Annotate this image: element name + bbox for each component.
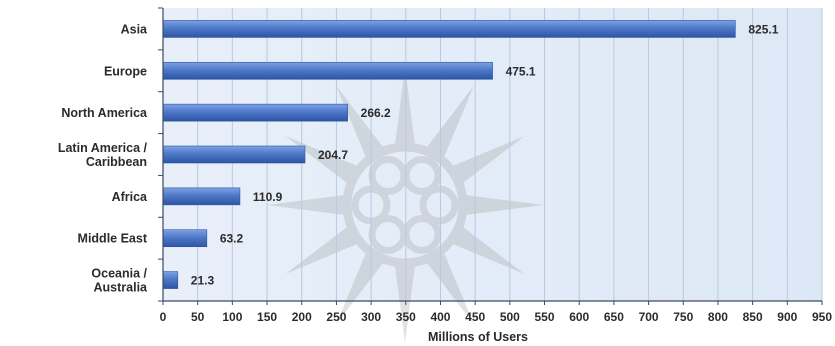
- category-label: North America: [61, 106, 148, 120]
- watermark-spike: [453, 227, 525, 274]
- x-axis-title: Millions of Users: [428, 330, 528, 344]
- x-tick-label: 250: [326, 310, 346, 324]
- bar-value-label: 825.1: [748, 22, 778, 36]
- bar-value-label: 204.7: [318, 148, 348, 162]
- bar-value-label: 110.9: [253, 190, 283, 204]
- x-tick-label: 700: [639, 310, 659, 324]
- watermark-spike: [395, 266, 415, 343]
- bar: [162, 229, 208, 248]
- x-tick-label: 350: [396, 310, 416, 324]
- x-tick-label: 750: [673, 310, 693, 324]
- x-tick-label: 800: [708, 310, 728, 324]
- watermark-emblem: [267, 67, 543, 343]
- bar: [162, 145, 306, 164]
- watermark-spike: [427, 253, 474, 325]
- watermark-spike: [395, 67, 415, 144]
- gridlines: [197, 8, 823, 301]
- watermark-loop: [419, 185, 459, 225]
- watermark-spike: [453, 136, 525, 183]
- x-tick-label: 150: [257, 310, 277, 324]
- watermark-ring: [342, 142, 468, 268]
- x-tick-label: 200: [292, 310, 312, 324]
- category-label: Oceania / Australia: [91, 267, 148, 295]
- bar-value-label: 21.3: [191, 274, 215, 288]
- x-tick-label: 950: [812, 310, 832, 324]
- bar-value-label: 475.1: [506, 64, 536, 78]
- x-tick-label: 100: [222, 310, 242, 324]
- bar: [162, 271, 179, 289]
- bars: [162, 20, 736, 289]
- x-tick-label: 400: [430, 310, 450, 324]
- bar: [162, 20, 736, 38]
- category-label: Middle East: [78, 232, 148, 246]
- bar-value-label: 266.2: [361, 106, 391, 120]
- labels: 825.1 475.1 266.2 204.7 110.9 63.2 21.3 Asia Eur…: [58, 22, 779, 294]
- x-tick-label: 300: [361, 310, 381, 324]
- category-label: Africa: [112, 190, 148, 204]
- watermark-spike: [285, 227, 357, 274]
- axes: 0 50 100 150 200 250 300 350 400 450 500 550 600 650 7…: [158, 7, 832, 324]
- bar: [162, 103, 348, 122]
- bar: [162, 61, 493, 80]
- x-tick-label: 900: [777, 310, 797, 324]
- watermark-spike: [267, 195, 344, 215]
- x-tick-label: 50: [191, 310, 205, 324]
- x-tick-label: 450: [465, 310, 485, 324]
- watermark-loop: [368, 156, 408, 196]
- category-label: Asia: [121, 22, 148, 36]
- category-label: Latin America / Caribbean: [58, 141, 148, 169]
- x-tick-label: 500: [500, 310, 520, 324]
- category-label: Europe: [104, 64, 147, 78]
- x-tick-label: 550: [535, 310, 555, 324]
- bar: [162, 187, 241, 206]
- x-tick-label: 600: [569, 310, 589, 324]
- x-tick-label: 650: [604, 310, 624, 324]
- watermark-logo: [267, 67, 543, 343]
- x-tick-label: 850: [743, 310, 763, 324]
- watermark-loop: [368, 214, 408, 254]
- watermark-spike: [466, 195, 543, 215]
- bar-value-label: 63.2: [220, 232, 244, 246]
- x-tick-label: 0: [160, 310, 167, 324]
- watermark-spike: [427, 85, 474, 157]
